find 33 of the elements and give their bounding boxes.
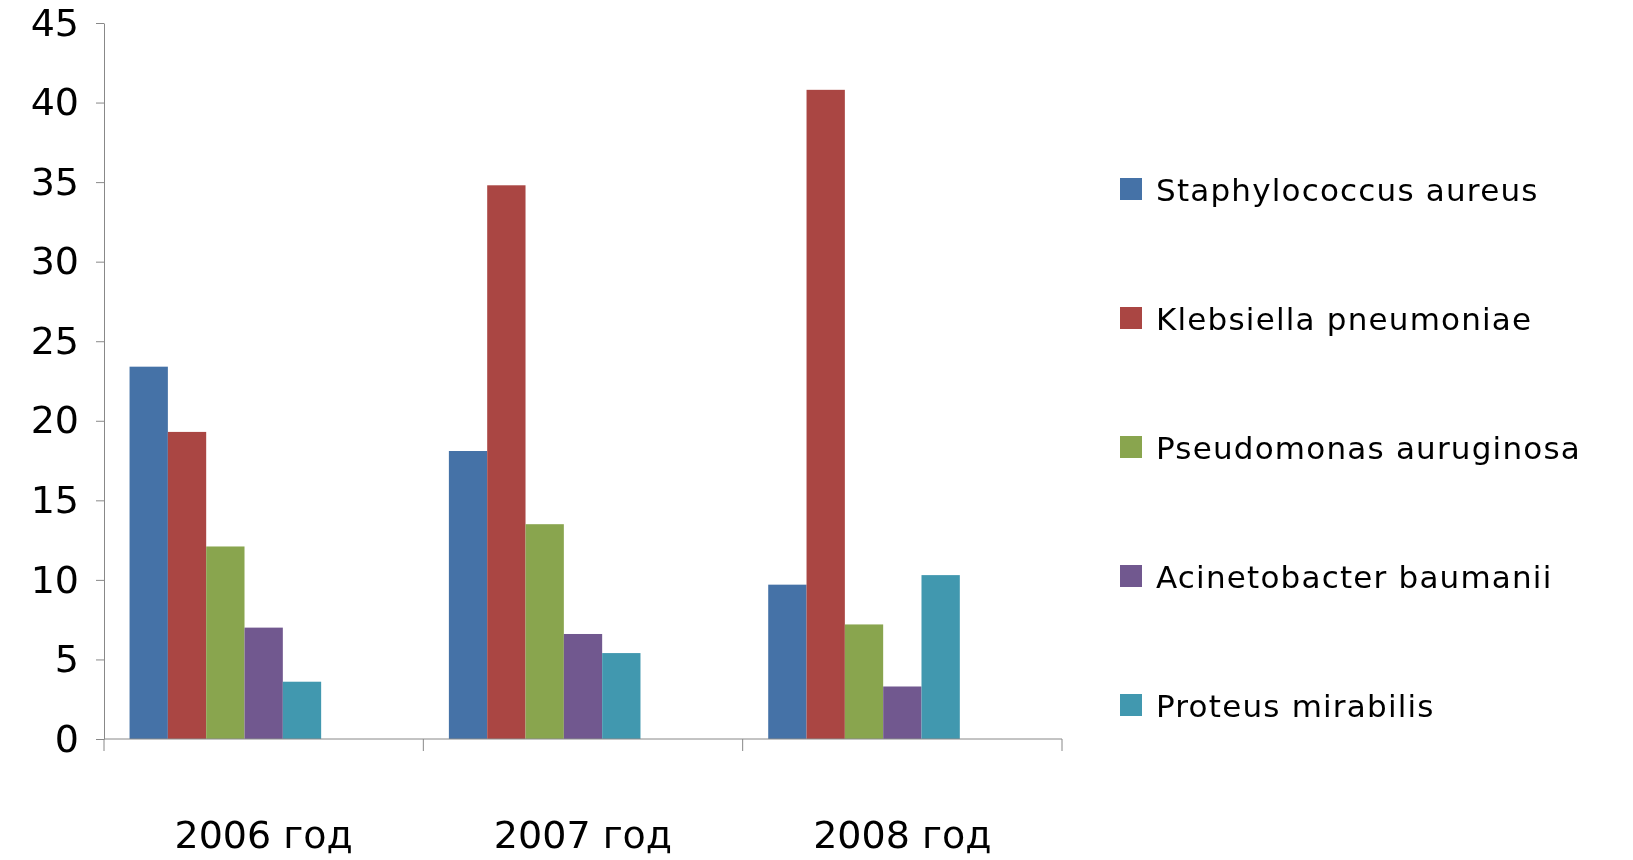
- legend-label: Acinetobacter baumanii: [1156, 559, 1553, 595]
- y-tick-label: 45: [30, 0, 79, 45]
- bar: [206, 546, 245, 739]
- bar: [129, 366, 168, 739]
- bar: [806, 89, 845, 739]
- y-tick-label: 10: [30, 557, 79, 602]
- bar: [487, 185, 526, 739]
- y-tick-label: 5: [54, 637, 79, 682]
- x-tick-label: 2006 год: [174, 813, 353, 857]
- legend-label: Staphylococcus aureus: [1156, 172, 1539, 208]
- bar: [563, 633, 603, 739]
- bar: [448, 451, 488, 739]
- y-tick-label: 20: [30, 398, 79, 443]
- bar: [244, 627, 283, 739]
- y-tick-label: 30: [30, 239, 79, 284]
- bar: [602, 653, 641, 739]
- y-tick-label: 0: [54, 716, 79, 761]
- x-tick-label: 2008 год: [813, 813, 992, 857]
- bar: [282, 681, 322, 739]
- bar: [844, 624, 884, 739]
- y-tick-label: 35: [30, 159, 79, 204]
- bar: [921, 575, 960, 739]
- y-tick-label: 40: [30, 80, 79, 125]
- bar: [525, 524, 564, 739]
- legend-label: Klebsiella pneumoniae: [1156, 301, 1533, 337]
- bar: [167, 431, 207, 739]
- legend-label: Pseudomonas auruginosa: [1156, 430, 1581, 466]
- y-tick-label: 25: [30, 318, 79, 363]
- y-tick-label: 15: [30, 477, 79, 522]
- bar: [768, 584, 807, 739]
- bar: [883, 686, 922, 739]
- legend-label: Proteus mirabilis: [1156, 688, 1435, 724]
- x-tick-label: 2007 год: [493, 813, 673, 857]
